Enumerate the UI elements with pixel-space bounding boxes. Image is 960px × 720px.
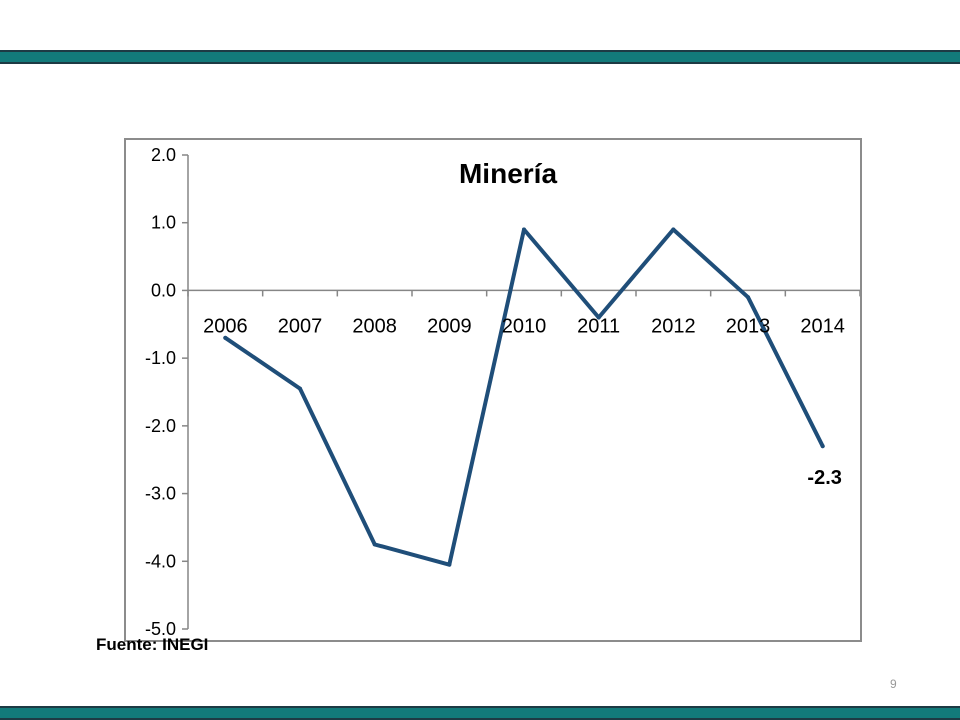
bottom-decorative-band xyxy=(0,706,960,720)
x-tick-label-2009: 2009 xyxy=(427,315,472,337)
top-decorative-band xyxy=(0,50,960,64)
x-tick-label-2014: 2014 xyxy=(800,315,845,337)
data-point-2007 xyxy=(298,386,302,391)
y-tick-label: -1.0 xyxy=(145,348,176,368)
data-point-2012 xyxy=(671,227,676,232)
y-tick-label: -5.0 xyxy=(145,619,176,639)
data-point-2011 xyxy=(596,315,601,320)
y-tick-label: -3.0 xyxy=(145,484,176,504)
data-point-2008 xyxy=(372,542,377,547)
y-tick-label: 2.0 xyxy=(151,145,176,165)
x-tick-label-2007: 2007 xyxy=(278,315,323,337)
x-tick-label-2006: 2006 xyxy=(203,315,248,337)
data-label-2014: -2.3 xyxy=(807,467,841,489)
data-point-2006 xyxy=(223,335,228,340)
y-tick-label: -2.0 xyxy=(145,416,176,436)
y-tick-label: 0.0 xyxy=(151,280,176,300)
x-tick-label-2008: 2008 xyxy=(352,315,397,337)
y-tick-label: 1.0 xyxy=(151,213,176,233)
line-chart: 2.0 1.0 0.0 -1.0 -2.0 -3.0 -4.0 -5.0 Minería 200… xyxy=(145,145,860,639)
chart-title: Minería xyxy=(459,158,557,189)
data-point-2010 xyxy=(522,227,526,232)
x-tick-label-2012: 2012 xyxy=(651,315,696,337)
x-tick-label-2013: 2013 xyxy=(726,315,771,337)
data-point-2014 xyxy=(820,444,825,449)
data-point-2009 xyxy=(447,562,452,567)
chart-frame: 2.0 1.0 0.0 -1.0 -2.0 -3.0 -4.0 -5.0 Minería 200… xyxy=(124,138,862,642)
page-number: 9 xyxy=(890,677,897,691)
data-point-2013 xyxy=(746,295,750,300)
x-tick-label-2011: 2011 xyxy=(577,315,620,337)
series-line xyxy=(223,227,825,567)
x-tick-label-2010: 2010 xyxy=(502,315,547,337)
y-tick-label: -4.0 xyxy=(145,551,176,571)
source-note: Fuente: INEGI xyxy=(96,635,209,654)
